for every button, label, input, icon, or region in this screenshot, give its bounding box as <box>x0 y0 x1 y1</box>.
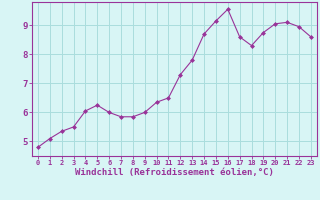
X-axis label: Windchill (Refroidissement éolien,°C): Windchill (Refroidissement éolien,°C) <box>75 168 274 177</box>
